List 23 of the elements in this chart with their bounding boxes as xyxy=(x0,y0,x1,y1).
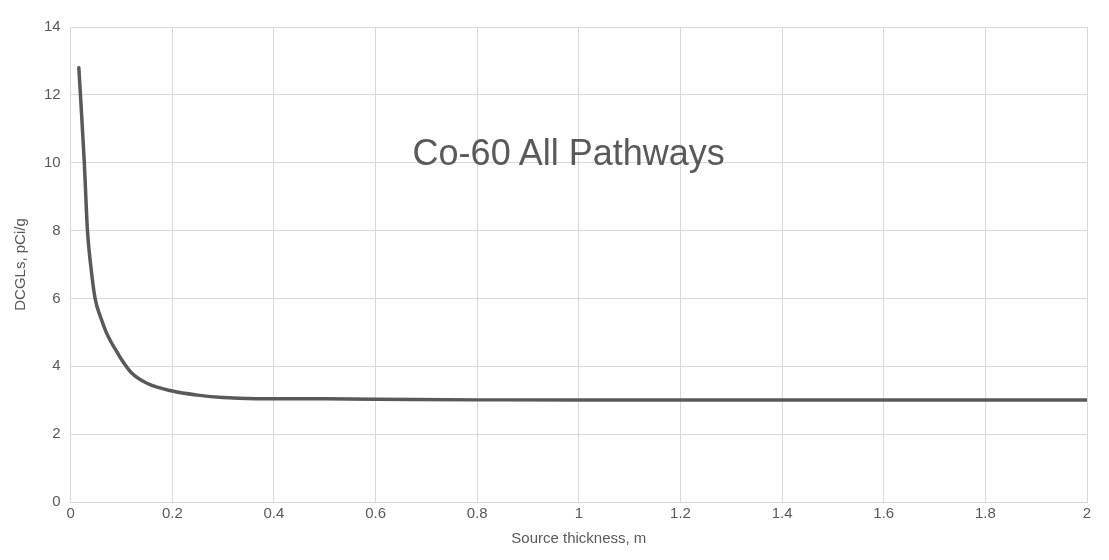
y-tick-label: 10 xyxy=(44,152,61,170)
x-tick-label: 0.4 xyxy=(263,504,285,522)
x-tick-label: 0.8 xyxy=(466,504,488,522)
x-axis-title: Source thickness, m xyxy=(511,529,647,547)
y-tick-label: 6 xyxy=(52,288,61,306)
x-tick-label: 0 xyxy=(66,504,75,522)
x-tick-label: 0.2 xyxy=(161,504,183,522)
y-tick-label: 12 xyxy=(44,85,61,102)
y-tick-label: 8 xyxy=(52,220,61,238)
x-tick-label: 1.4 xyxy=(771,504,793,522)
text: Co-60 All Pathways xyxy=(412,132,725,174)
x-tick-label: 1.6 xyxy=(873,504,895,522)
x-tick-label: 2 xyxy=(1082,504,1092,522)
x-tick-label: 1 xyxy=(574,504,584,522)
y-tick-label: 0 xyxy=(52,492,61,510)
y-tick-label: 4 xyxy=(52,356,61,374)
x-tick-label: 0.6 xyxy=(365,504,387,522)
y-tick-label: 14 xyxy=(44,17,61,35)
line-series xyxy=(77,65,1087,402)
y-axis-title: DCGLs, pCi/g xyxy=(11,218,29,311)
x-tick-label: 1.8 xyxy=(974,504,996,522)
y-tick-label: 2 xyxy=(52,424,61,442)
x-tick-label: 1.2 xyxy=(670,504,691,522)
